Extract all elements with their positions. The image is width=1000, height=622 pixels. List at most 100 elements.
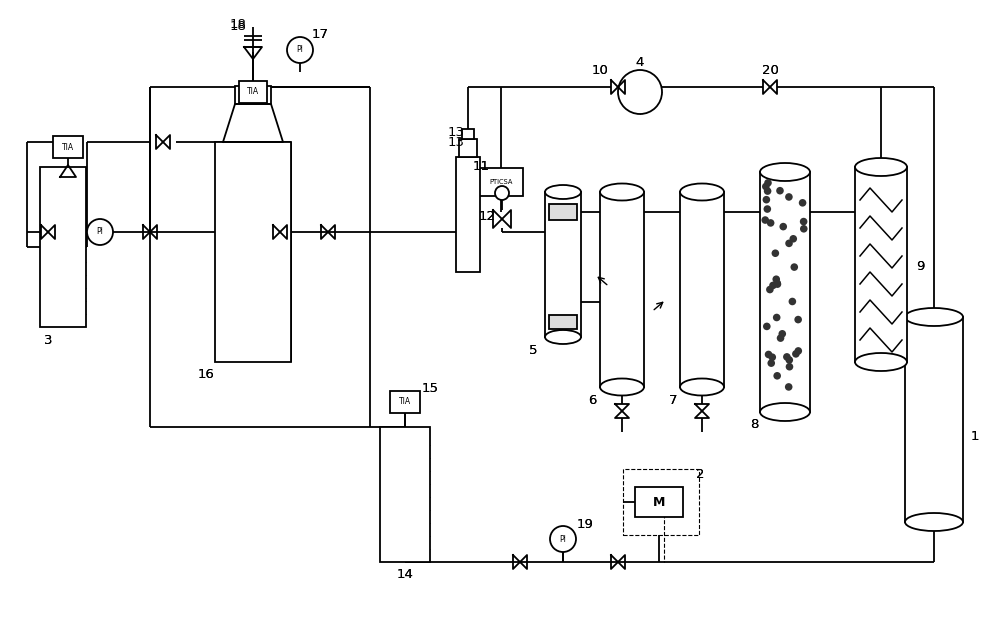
Circle shape — [764, 187, 771, 195]
Text: 10: 10 — [592, 63, 608, 77]
Circle shape — [789, 235, 797, 243]
Text: 8: 8 — [750, 419, 758, 432]
Bar — [380, 427, 430, 562]
Text: 8: 8 — [750, 419, 758, 432]
Text: PTICSA: PTICSA — [489, 179, 513, 185]
Bar — [456, 157, 480, 272]
Text: 18: 18 — [230, 21, 246, 34]
Circle shape — [794, 316, 802, 323]
Ellipse shape — [855, 353, 907, 371]
Text: 3: 3 — [44, 333, 52, 346]
Circle shape — [769, 282, 777, 289]
Ellipse shape — [545, 185, 581, 199]
Circle shape — [495, 186, 509, 200]
Circle shape — [772, 276, 780, 283]
Text: 13: 13 — [448, 126, 464, 139]
Text: 15: 15 — [422, 381, 438, 394]
Circle shape — [550, 526, 576, 552]
Circle shape — [794, 347, 802, 355]
Bar — [462, 129, 474, 139]
Ellipse shape — [760, 163, 810, 181]
Bar — [40, 167, 86, 327]
Bar — [239, 81, 267, 103]
Text: 14: 14 — [397, 569, 413, 582]
Text: TIA: TIA — [399, 397, 411, 407]
Text: 18: 18 — [230, 17, 246, 30]
Circle shape — [799, 199, 806, 207]
Text: 19: 19 — [577, 518, 593, 531]
Text: PI: PI — [560, 534, 566, 544]
Ellipse shape — [905, 513, 963, 531]
Circle shape — [785, 239, 793, 247]
Circle shape — [772, 249, 779, 257]
Circle shape — [761, 216, 769, 224]
Text: 6: 6 — [588, 394, 596, 407]
Text: M: M — [653, 496, 665, 509]
Bar — [760, 172, 810, 412]
Circle shape — [785, 383, 792, 391]
Text: 6: 6 — [588, 394, 596, 407]
Text: 4: 4 — [636, 55, 644, 68]
Text: 11: 11 — [473, 160, 490, 174]
Bar — [623, 469, 699, 535]
Bar — [549, 204, 577, 220]
Text: 15: 15 — [422, 381, 438, 394]
Circle shape — [767, 360, 775, 367]
Text: 2: 2 — [696, 468, 704, 481]
Circle shape — [778, 330, 786, 338]
Ellipse shape — [545, 330, 581, 344]
Circle shape — [773, 313, 780, 322]
Circle shape — [764, 205, 771, 213]
Circle shape — [777, 334, 784, 342]
Text: PI: PI — [97, 228, 103, 236]
Circle shape — [763, 196, 770, 203]
Circle shape — [765, 351, 772, 358]
Circle shape — [767, 219, 774, 227]
Bar — [53, 136, 83, 158]
Bar — [549, 315, 577, 329]
Bar — [855, 167, 907, 362]
Text: 13: 13 — [448, 136, 464, 149]
Ellipse shape — [600, 379, 644, 396]
Text: 17: 17 — [312, 29, 328, 42]
Circle shape — [786, 363, 793, 371]
Ellipse shape — [855, 158, 907, 176]
Text: 12: 12 — [479, 210, 496, 223]
Text: 5: 5 — [529, 343, 537, 356]
Circle shape — [792, 350, 800, 358]
Ellipse shape — [680, 379, 724, 396]
Text: 12: 12 — [479, 210, 496, 223]
Text: 20: 20 — [762, 63, 778, 77]
Ellipse shape — [760, 403, 810, 421]
Bar — [459, 139, 477, 157]
Bar — [545, 192, 581, 337]
Text: 20: 20 — [762, 63, 778, 77]
Text: 1: 1 — [971, 430, 979, 443]
Text: 4: 4 — [636, 55, 644, 68]
Circle shape — [618, 70, 662, 114]
Circle shape — [774, 281, 781, 288]
Bar — [390, 391, 420, 413]
Bar — [600, 192, 644, 387]
Circle shape — [785, 193, 793, 201]
Circle shape — [763, 323, 771, 330]
Circle shape — [800, 225, 808, 233]
Text: TIA: TIA — [247, 88, 259, 96]
Text: 5: 5 — [529, 343, 537, 356]
Text: 2: 2 — [696, 468, 704, 481]
Bar — [905, 317, 963, 522]
Bar — [635, 487, 683, 517]
Text: 10: 10 — [592, 63, 608, 77]
Text: 14: 14 — [397, 569, 413, 582]
Ellipse shape — [600, 183, 644, 200]
Text: 16: 16 — [198, 368, 214, 381]
Text: 7: 7 — [669, 394, 677, 407]
Ellipse shape — [680, 183, 724, 200]
Bar — [235, 86, 271, 104]
Text: TIA: TIA — [62, 142, 74, 152]
Text: 16: 16 — [198, 368, 214, 381]
Text: 9: 9 — [916, 261, 924, 274]
Circle shape — [779, 223, 787, 230]
Circle shape — [773, 279, 781, 287]
Text: 11: 11 — [473, 160, 490, 174]
